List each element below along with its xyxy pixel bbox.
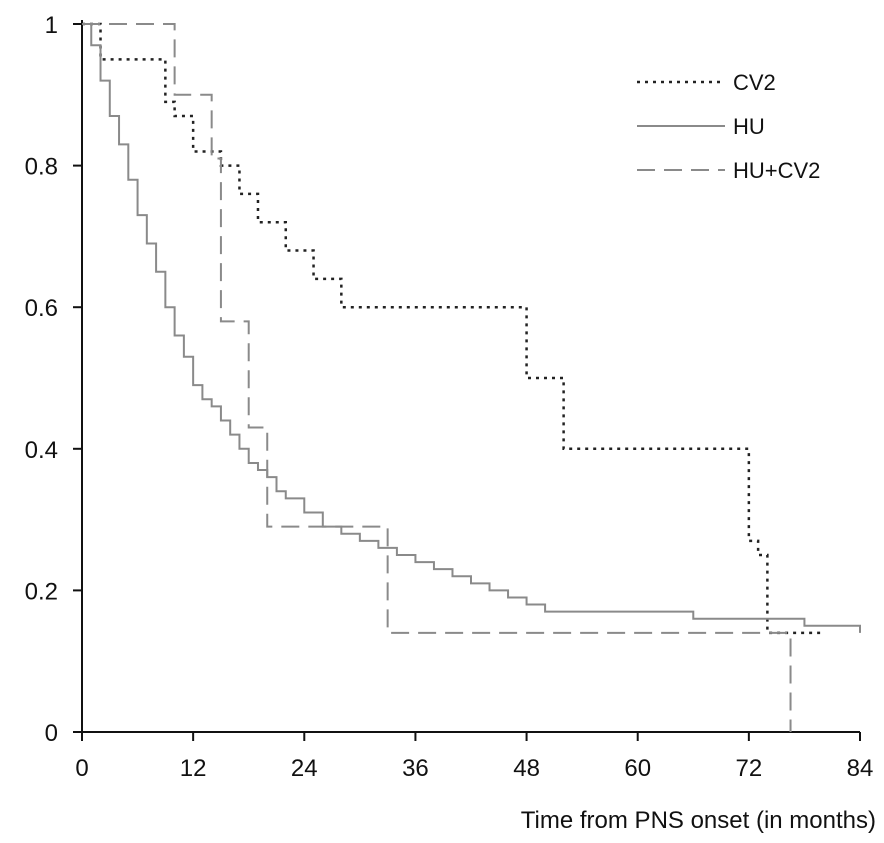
x-tick-label: 36 — [402, 755, 429, 782]
x-tick-label: 72 — [736, 755, 763, 782]
x-tick-label: 24 — [291, 755, 318, 782]
y-tick-label: 0 — [45, 720, 58, 747]
axes: 0 12 24 36 48 60 72 84 0 0.2 0.4 0.6 0.8 1 — [25, 12, 874, 782]
y-tick-label: 0.8 — [25, 154, 58, 181]
series-line — [82, 23, 861, 633]
legend-label: HU+CV2 — [733, 158, 820, 183]
x-tick-label: 0 — [75, 755, 88, 782]
x-tick-label: 12 — [180, 755, 207, 782]
y-tick-label: 0.2 — [25, 578, 58, 605]
x-tick-label: 60 — [624, 755, 651, 782]
series-cv2 — [82, 22, 823, 635]
series-layer — [82, 22, 861, 732]
series-line — [82, 23, 792, 732]
x-axis-title: Time from PNS onset (in months) — [521, 807, 876, 834]
y-tick-label: 0.4 — [25, 437, 58, 464]
series-hu — [82, 23, 861, 633]
legend-label: CV2 — [733, 70, 776, 95]
x-tick-label: 84 — [847, 755, 874, 782]
legend-label: HU — [733, 114, 765, 139]
legend: CV2 HU HU+CV2 — [637, 70, 820, 183]
legend-item: CV2 — [637, 70, 776, 95]
x-tick-label: 48 — [513, 755, 540, 782]
legend-item: HU+CV2 — [637, 158, 820, 183]
series-line — [82, 22, 823, 635]
y-tick-label: 1 — [45, 12, 58, 39]
legend-item: HU — [637, 114, 765, 139]
y-tick-label: 0.6 — [25, 295, 58, 322]
series-hu-cv2 — [82, 23, 792, 732]
